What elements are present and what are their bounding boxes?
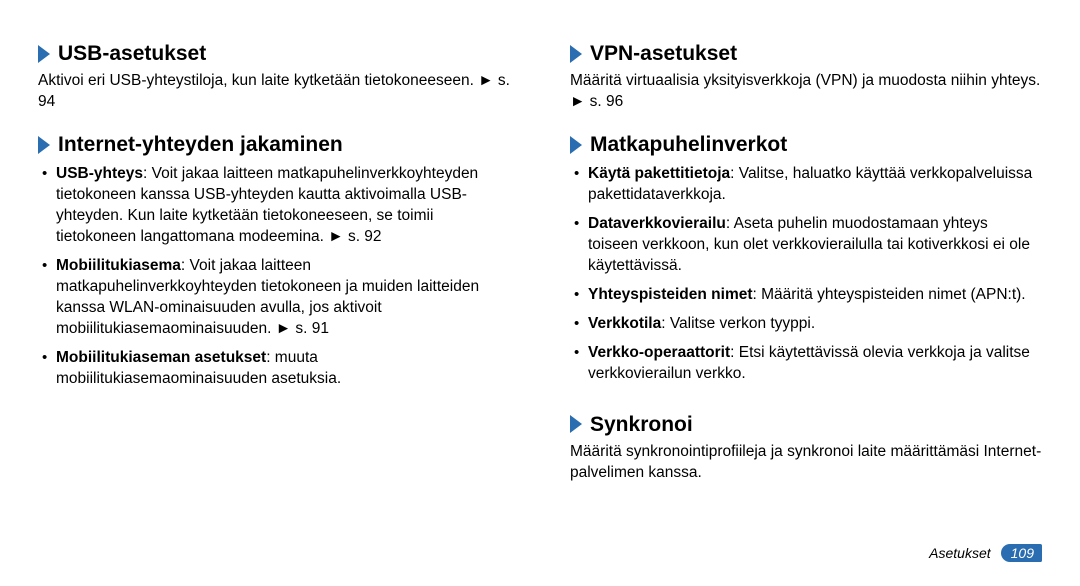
intro-usb: Aktivoi eri USB-yhteystiloja, kun laite …	[38, 71, 510, 113]
item-bold: Verkko-operaattorit	[588, 344, 730, 361]
heading-vpn: VPN-asetukset	[590, 40, 737, 67]
item-bold: Mobiilitukiaseman asetukset	[56, 349, 266, 366]
heading-row: Synkronoi	[570, 411, 1042, 438]
left-column: USB-asetukset Aktivoi eri USB-yhteystilo…	[38, 40, 510, 502]
page-number-badge: 109	[1001, 544, 1042, 562]
item-rest: : Määritä yhteyspisteiden nimet (APN:t).	[753, 286, 1026, 303]
section-usb: USB-asetukset Aktivoi eri USB-yhteystilo…	[38, 40, 510, 113]
intro-sync: Määritä synkronointiprofiileja ja synkro…	[570, 442, 1042, 484]
list-mobile-networks: Käytä pakettitietoja: Valitse, haluatko …	[570, 164, 1042, 384]
heading-sync: Synkronoi	[590, 411, 693, 438]
section-vpn: VPN-asetukset Määritä virtuaalisia yksit…	[570, 40, 1042, 113]
item-bold: Dataverkkovierailu	[588, 215, 726, 232]
list-item: Käytä pakettitietoja: Valitse, haluatko …	[570, 164, 1042, 206]
heading-internet-share: Internet-yhteyden jakaminen	[58, 131, 343, 158]
item-bold: Verkkotila	[588, 315, 661, 332]
item-bold: Yhteyspisteiden nimet	[588, 286, 753, 303]
list-item: Mobiilitukiaseman asetukset: muuta mobii…	[38, 348, 510, 390]
heading-row: Internet-yhteyden jakaminen	[38, 131, 510, 158]
chevron-icon	[570, 415, 582, 433]
chevron-icon	[570, 136, 582, 154]
chevron-icon	[38, 45, 50, 63]
heading-row: USB-asetukset	[38, 40, 510, 67]
section-mobile-networks: Matkapuhelinverkot Käytä pakettitietoja:…	[570, 131, 1042, 393]
intro-vpn: Määritä virtuaalisia yksityisverkkoja (V…	[570, 71, 1042, 113]
list-item: Dataverkkovierailu: Aseta puhelin muodos…	[570, 214, 1042, 277]
section-internet-share: Internet-yhteyden jakaminen USB-yhteys: …	[38, 131, 510, 398]
chevron-icon	[570, 45, 582, 63]
item-bold: Käytä pakettitietoja	[588, 165, 730, 182]
list-item: Mobiilitukiasema: Voit jakaa laitteen ma…	[38, 256, 510, 340]
list-internet-share: USB-yhteys: Voit jakaa laitteen matkapuh…	[38, 164, 510, 389]
list-item: USB-yhteys: Voit jakaa laitteen matkapuh…	[38, 164, 510, 248]
right-column: VPN-asetukset Määritä virtuaalisia yksit…	[570, 40, 1042, 502]
item-bold: USB-yhteys	[56, 165, 143, 182]
heading-usb: USB-asetukset	[58, 40, 206, 67]
page-content: USB-asetukset Aktivoi eri USB-yhteystilo…	[38, 40, 1042, 502]
list-item: Verkko-operaattorit: Etsi käytettävissä …	[570, 343, 1042, 385]
footer-section-label: Asetukset	[929, 545, 990, 561]
chevron-icon	[38, 136, 50, 154]
heading-row: Matkapuhelinverkot	[570, 131, 1042, 158]
heading-mobile-networks: Matkapuhelinverkot	[590, 131, 787, 158]
list-item: Verkkotila: Valitse verkon tyyppi.	[570, 314, 1042, 335]
item-rest: : Valitse verkon tyyppi.	[661, 315, 815, 332]
section-sync: Synkronoi Määritä synkronointiprofiileja…	[570, 411, 1042, 484]
item-bold: Mobiilitukiasema	[56, 257, 181, 274]
page-footer: Asetukset 109	[929, 544, 1042, 562]
list-item: Yhteyspisteiden nimet: Määritä yhteyspis…	[570, 285, 1042, 306]
heading-row: VPN-asetukset	[570, 40, 1042, 67]
